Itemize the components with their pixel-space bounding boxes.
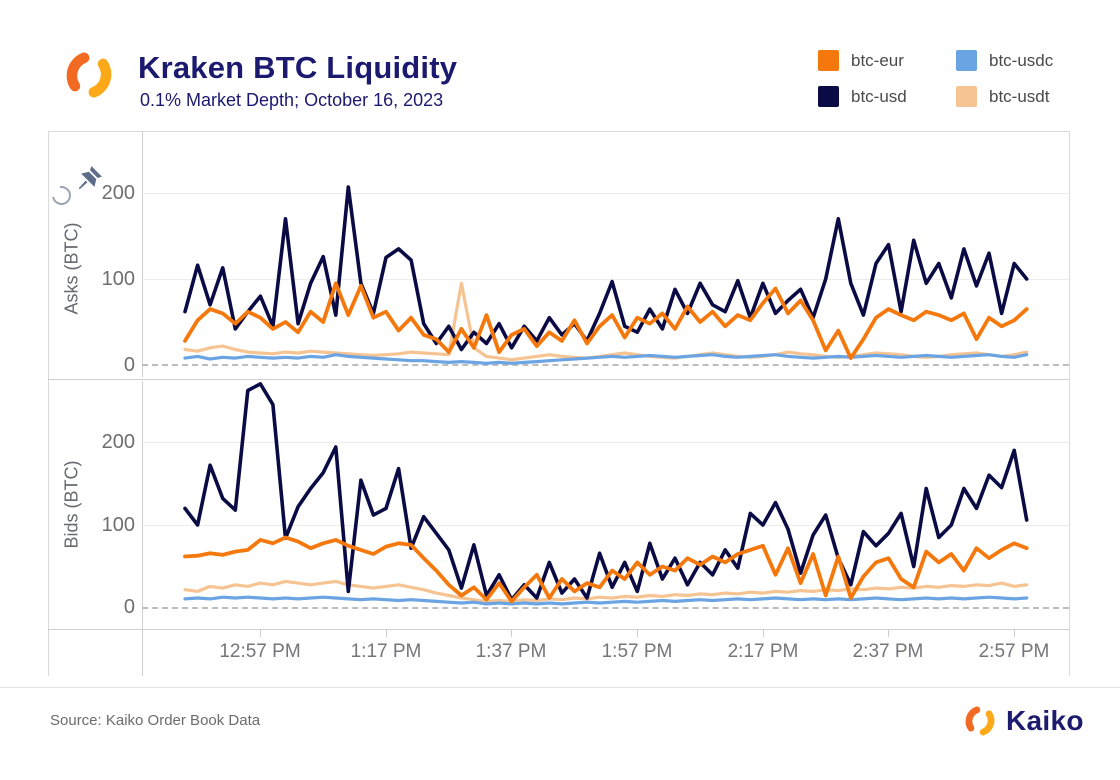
legend-item-btc-usdc[interactable]: btc-usdc xyxy=(956,50,1053,71)
legend-swatch-btc-usdt xyxy=(956,86,977,107)
xtick-mark-237 xyxy=(888,630,889,637)
asks-ytick-200: 200 xyxy=(101,182,135,204)
asks-axis-label: Asks (BTC) xyxy=(61,222,82,315)
asks-y-axis-spine xyxy=(142,131,143,377)
bids-ytick-100: 100 xyxy=(101,514,135,536)
footer-brand-wordmark: Kaiko xyxy=(1006,705,1084,736)
series-line-btc-usd-bids xyxy=(183,382,1029,602)
page-subtitle: 0.1% Market Depth; October 16, 2023 xyxy=(140,90,444,110)
xtick-mark-117 xyxy=(386,630,387,637)
asks-zero-dashed-line xyxy=(142,364,1069,366)
bids-zero-dashed-line xyxy=(142,607,1069,609)
source-note: Source: Kaiko Order Book Data xyxy=(50,712,261,729)
footer-kaiko-logo-icon xyxy=(960,701,1000,741)
bids-gridline-200 xyxy=(142,442,1069,443)
series-line-btc-usdc-bids xyxy=(183,595,1029,606)
xtick-label-1257: 12:57 PM xyxy=(219,641,301,662)
xtick-label-217: 2:17 PM xyxy=(727,641,799,662)
xtick-mark-137 xyxy=(511,630,512,637)
chart-frame-top-border xyxy=(48,131,1069,132)
asks-gridline-200 xyxy=(142,193,1069,194)
bids-gridline-100 xyxy=(142,525,1069,526)
bids-ytick-0: 0 xyxy=(123,596,135,618)
legend-label-btc-usdt: btc-usdt xyxy=(989,86,1050,106)
asks-gridline-100 xyxy=(142,279,1069,280)
x-axis-baseline xyxy=(48,629,1069,630)
bids-y-axis-spine xyxy=(142,381,143,676)
xtick-label-237: 2:37 PM xyxy=(852,641,924,662)
legend-label-btc-eur: btc-eur xyxy=(851,50,904,70)
series-line-btc-usdt-asks xyxy=(183,281,1029,362)
series-line-btc-eur-asks xyxy=(183,281,1029,361)
legend-item-btc-usd[interactable]: btc-usd xyxy=(818,86,907,107)
asks-ytick-100: 100 xyxy=(101,268,135,290)
xtick-mark-217 xyxy=(763,630,764,637)
chart-frame-right-border xyxy=(1069,131,1070,676)
xtick-label-137: 1:37 PM xyxy=(475,641,547,662)
series-line-btc-usdc-asks xyxy=(183,353,1029,365)
xtick-mark-257 xyxy=(1014,630,1015,637)
xtick-mark-1257 xyxy=(260,630,261,637)
xtick-label-257: 2:57 PM xyxy=(978,641,1050,662)
legend-item-btc-eur[interactable]: btc-eur xyxy=(818,50,904,71)
series-line-btc-eur-bids xyxy=(183,535,1029,604)
series-line-btc-usdt-bids xyxy=(183,579,1029,604)
panel-separator xyxy=(48,379,1069,380)
xtick-mark-157 xyxy=(637,630,638,637)
legend-swatch-btc-usd xyxy=(818,86,839,107)
footer-divider xyxy=(0,687,1120,688)
legend-swatch-btc-eur xyxy=(818,50,839,71)
legend-item-btc-usdt[interactable]: btc-usdt xyxy=(956,86,1049,107)
legend-label-btc-usd: btc-usd xyxy=(851,86,907,106)
series-line-btc-usd-asks xyxy=(183,185,1029,352)
pin-icon[interactable] xyxy=(76,164,104,192)
bids-ytick-200: 200 xyxy=(101,431,135,453)
xtick-label-117: 1:17 PM xyxy=(350,641,422,662)
chart-frame-left-border xyxy=(48,131,49,676)
legend-label-btc-usdc: btc-usdc xyxy=(989,50,1054,70)
xtick-label-157: 1:57 PM xyxy=(601,641,673,662)
legend-swatch-btc-usdc xyxy=(956,50,977,71)
bids-axis-label: Bids (BTC) xyxy=(61,460,82,549)
kaiko-logo-icon xyxy=(58,44,120,106)
page-title: Kraken BTC Liquidity xyxy=(138,50,458,85)
asks-ytick-0: 0 xyxy=(123,354,135,376)
